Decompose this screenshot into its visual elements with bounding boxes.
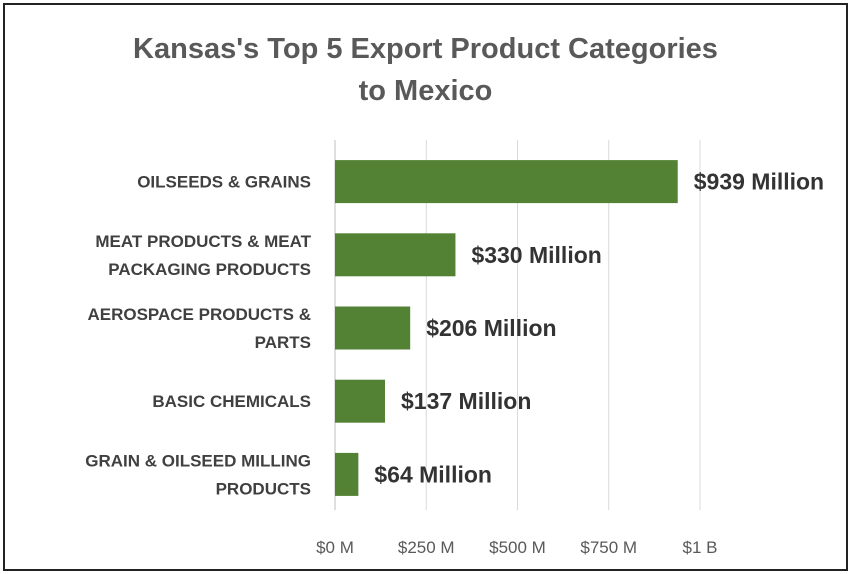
data-label: $206 Million [426, 315, 556, 341]
bar [335, 306, 411, 350]
x-tick-label: $500 M [489, 538, 546, 557]
bar [335, 379, 386, 423]
bar [335, 452, 359, 496]
data-label: $939 Million [694, 169, 824, 195]
category-label-line: AEROSPACE PRODUCTS & [87, 305, 311, 324]
category-label-line: PRODUCTS [216, 479, 311, 498]
category-label: BASIC CHEMICALS [152, 392, 311, 411]
chart-title-line-1: Kansas's Top 5 Export Product Categories [133, 33, 718, 65]
data-label: $330 Million [471, 242, 601, 268]
x-tick-label: $250 M [398, 538, 455, 557]
category-label-line: OILSEEDS & GRAINS [137, 173, 311, 192]
category-label: GRAIN & OILSEED MILLING PRODUCTS [85, 451, 311, 498]
data-label: $64 Million [374, 461, 492, 487]
category-label-line: GRAIN & OILSEED MILLING [85, 451, 311, 470]
x-tick-label: $0 M [316, 538, 354, 557]
category-label-line: BASIC CHEMICALS [152, 392, 311, 411]
x-tick-label: $750 M [580, 538, 637, 557]
data-label: $137 Million [401, 388, 531, 414]
category-label-line: PARTS [255, 333, 311, 352]
category-label-line: MEAT PRODUCTS & MEAT [95, 232, 311, 251]
category-label: AEROSPACE PRODUCTS & PARTS [87, 305, 311, 352]
bar [335, 160, 678, 204]
x-tick-label: $1 B [683, 538, 718, 557]
bar [335, 233, 456, 277]
category-label-line: PACKAGING PRODUCTS [108, 260, 311, 279]
category-label: OILSEEDS & GRAINS [137, 173, 311, 192]
category-label: MEAT PRODUCTS & MEAT PACKAGING PRODUCTS [95, 232, 311, 279]
chart-title: Kansas's Top 5 Export Product Categories… [0, 28, 851, 112]
chart-frame [3, 3, 848, 571]
chart-title-line-2: to Mexico [358, 75, 493, 107]
